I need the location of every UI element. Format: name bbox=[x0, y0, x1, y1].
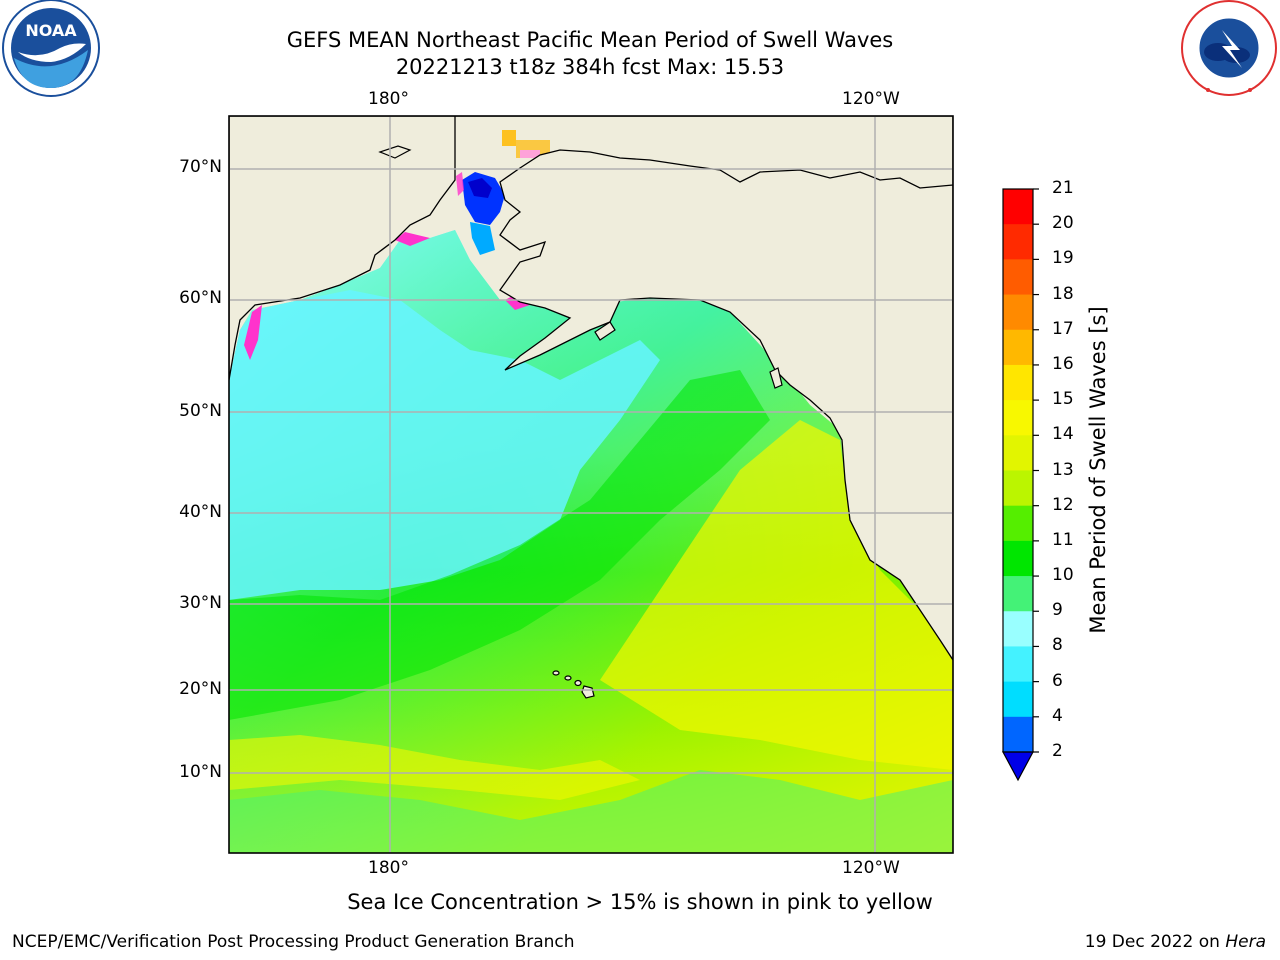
colorbar-segment bbox=[1003, 259, 1033, 296]
credit-date: 19 Dec 2022 on Hera bbox=[1085, 932, 1266, 952]
noaa-logo-text: NOAA bbox=[25, 21, 77, 40]
lon-label-top-120w: 120°W bbox=[842, 89, 900, 109]
lat-label-30n: 30°N bbox=[179, 593, 222, 613]
lon-label-top-180: 180° bbox=[368, 89, 409, 109]
colorbar-border bbox=[1002, 188, 1034, 753]
colorbar-tick-label: 11 bbox=[1052, 529, 1074, 550]
lat-label-40n: 40°N bbox=[179, 502, 222, 522]
chart-title: GEFS MEAN Northeast Pacific Mean Period … bbox=[286, 28, 894, 52]
colorbar-tick-label: 6 bbox=[1052, 670, 1063, 691]
colorbar-tick-label: 9 bbox=[1052, 600, 1063, 621]
colorbar-tick-label: 12 bbox=[1052, 494, 1074, 515]
colorbar-tick-label: 4 bbox=[1052, 705, 1063, 726]
colorbar-segment bbox=[1003, 294, 1033, 331]
map-border bbox=[228, 115, 954, 854]
alaska-land bbox=[455, 116, 953, 662]
colorbar-tick-label: 8 bbox=[1052, 635, 1063, 656]
colorbar-tick-label: 18 bbox=[1052, 283, 1074, 304]
lat-label-10n: 10°N bbox=[179, 762, 222, 782]
colorbar-tick-label: 13 bbox=[1052, 459, 1074, 480]
map-panel bbox=[229, 116, 953, 853]
noaa-logo bbox=[2, 0, 100, 97]
colorbar-segment bbox=[1003, 576, 1033, 612]
sea-ice-footnote: Sea Ice Concentration > 15% is shown in … bbox=[347, 890, 933, 914]
colorbar-segment bbox=[1003, 505, 1033, 542]
credit-host: Hera bbox=[1225, 932, 1266, 952]
colorbar-tick-label: 19 bbox=[1052, 248, 1074, 269]
colorbar-segment bbox=[1003, 681, 1033, 718]
colorbar-segment bbox=[1003, 470, 1033, 507]
colorbar-segment bbox=[1003, 364, 1033, 401]
colorbar-segment bbox=[1003, 329, 1033, 366]
colorbar-tick-label: 20 bbox=[1052, 213, 1074, 234]
colorbar-segment bbox=[1003, 224, 1033, 260]
ocean-swell-field bbox=[229, 230, 953, 853]
lon-label-bottom-180: 180° bbox=[368, 858, 409, 878]
lat-label-20n: 20°N bbox=[179, 679, 222, 699]
lat-label-70n: 70°N bbox=[179, 157, 222, 177]
colorbar-extend-triangle bbox=[1001, 751, 1035, 782]
colorbar-segment bbox=[1003, 646, 1033, 683]
chart-subtitle: 20221213 t18z 384h fcst Max: 15.53 bbox=[395, 55, 785, 79]
colorbar-tick-label: 2 bbox=[1052, 741, 1063, 761]
colorbar-segment bbox=[1003, 540, 1033, 577]
colorbar-tick-label: 21 bbox=[1052, 178, 1074, 198]
colorbar-segment bbox=[1003, 400, 1033, 436]
colorbar-segment bbox=[1003, 189, 1033, 225]
graticule bbox=[229, 116, 953, 853]
lon-label-bottom-120w: 120°W bbox=[842, 858, 900, 878]
colorbar-tick-label: 14 bbox=[1052, 424, 1074, 445]
hawaii-islands bbox=[552, 670, 595, 699]
colorbar-title: Mean Period of Swell Waves [s] bbox=[1086, 306, 1110, 634]
colorbar-tick-label: 10 bbox=[1052, 565, 1074, 586]
colorbar bbox=[1001, 188, 1039, 782]
colorbar-segment bbox=[1003, 435, 1033, 471]
lat-label-50n: 50°N bbox=[179, 401, 222, 421]
colorbar-segment bbox=[1003, 716, 1033, 753]
siberia-land bbox=[229, 116, 456, 381]
credit-branch: NCEP/EMC/Verification Post Processing Pr… bbox=[12, 932, 575, 952]
nws-logo bbox=[1181, 0, 1277, 96]
lat-label-60n: 60°N bbox=[179, 288, 222, 308]
land-area bbox=[229, 116, 953, 853]
colorbar-segment bbox=[1003, 611, 1033, 647]
colorbar-tick-label: 16 bbox=[1052, 353, 1074, 374]
credit-date-text: 19 Dec 2022 on bbox=[1084, 932, 1220, 952]
colorbar-tick-label: 17 bbox=[1052, 318, 1074, 339]
colorbar-tick-label: 15 bbox=[1052, 389, 1074, 410]
